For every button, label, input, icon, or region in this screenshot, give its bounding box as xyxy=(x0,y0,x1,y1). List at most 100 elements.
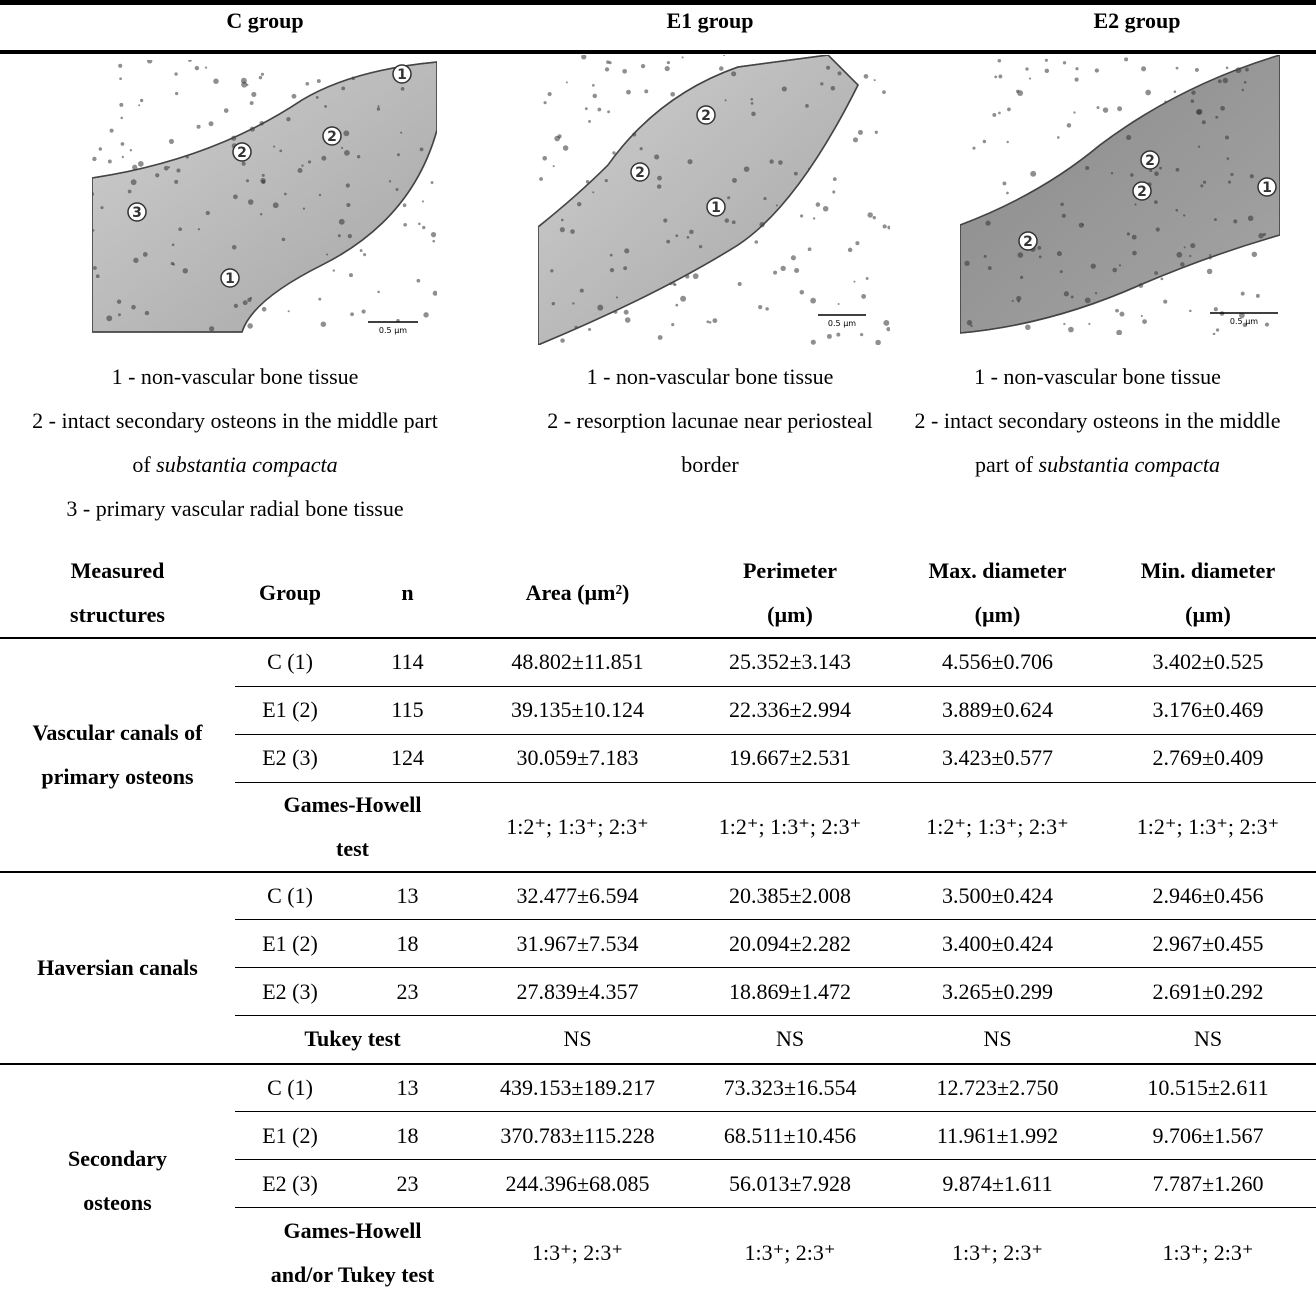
cell xyxy=(1037,246,1041,250)
cell xyxy=(693,273,699,279)
cell xyxy=(1063,323,1065,325)
cell xyxy=(321,156,326,161)
cell xyxy=(205,66,207,68)
value-cell: 20.385±2.008 xyxy=(685,872,895,920)
cell xyxy=(138,161,144,167)
cell xyxy=(1214,307,1218,311)
cell xyxy=(1085,166,1089,170)
cell xyxy=(1057,251,1062,256)
cell xyxy=(131,179,137,185)
cell xyxy=(118,313,121,316)
cell xyxy=(1191,99,1195,103)
cell xyxy=(1007,108,1011,112)
cell xyxy=(346,183,350,187)
test-name: Games-Howell test xyxy=(273,783,433,871)
cell xyxy=(998,59,1002,63)
cell xyxy=(731,71,736,76)
cell xyxy=(233,194,238,199)
cell xyxy=(860,333,863,336)
cell xyxy=(984,255,987,258)
cell xyxy=(1189,310,1192,313)
legend-emphasis: substantia compacta xyxy=(1039,452,1221,477)
cell xyxy=(1016,90,1019,93)
test-result: NS xyxy=(1100,1016,1316,1064)
header-row: Measured structuresGroupnArea (µm²)Perim… xyxy=(0,548,1316,638)
structure-name: Secondary osteons xyxy=(33,1137,203,1225)
cell xyxy=(1117,106,1122,111)
cell xyxy=(552,302,555,305)
cell xyxy=(1126,135,1131,140)
column-heading: E2 group xyxy=(987,8,1287,34)
cell xyxy=(140,99,143,102)
cell xyxy=(1071,295,1074,298)
test-result: 1:2⁺; 1:3⁺; 2:3⁺ xyxy=(895,782,1100,872)
cell xyxy=(131,305,136,310)
cell xyxy=(992,113,996,117)
cell xyxy=(985,221,990,226)
value-cell: 22.336±2.994 xyxy=(685,686,895,734)
cell xyxy=(607,110,610,113)
cell xyxy=(357,155,360,158)
value-cell: 370.783±115.228 xyxy=(470,1112,685,1160)
cell xyxy=(242,162,246,166)
cell xyxy=(117,300,121,304)
data-table: Measured structuresGroupnArea (µm²)Perim… xyxy=(0,548,1316,1298)
marker-label: 1 xyxy=(397,67,407,83)
value-cell: 20.094±2.282 xyxy=(685,920,895,968)
column-header-text: Group xyxy=(235,571,345,615)
cell xyxy=(883,320,889,326)
cell xyxy=(108,160,112,164)
cell xyxy=(994,76,997,79)
n-cell: 18 xyxy=(345,1112,470,1160)
cell xyxy=(362,309,366,313)
cell xyxy=(1018,252,1024,258)
cell xyxy=(418,223,421,226)
cell xyxy=(983,140,986,143)
cell xyxy=(561,219,564,222)
cell xyxy=(988,266,992,270)
cell xyxy=(657,184,662,189)
cell xyxy=(640,147,643,150)
cell xyxy=(781,266,786,271)
cell xyxy=(836,333,840,337)
cell xyxy=(241,78,247,84)
cell xyxy=(588,328,591,331)
cell xyxy=(606,60,609,63)
cell xyxy=(1191,90,1195,94)
cell xyxy=(389,180,391,182)
cell xyxy=(875,340,881,345)
column-header: Min. diameter (µm) xyxy=(1100,548,1316,638)
header-rule xyxy=(0,50,1316,54)
cell xyxy=(675,304,678,307)
marker-label: 1 xyxy=(711,200,721,216)
cell xyxy=(732,220,736,224)
cell xyxy=(1029,78,1031,80)
cell xyxy=(623,266,627,270)
test-result: NS xyxy=(470,1016,685,1064)
cell xyxy=(592,191,594,193)
cell xyxy=(341,147,343,149)
cell xyxy=(543,101,546,104)
test-result: 1:3⁺; 2:3⁺ xyxy=(1100,1208,1316,1298)
column-header-text: Perimeter (µm) xyxy=(730,549,850,637)
cell xyxy=(174,180,178,184)
structure-cell: Haversian canals xyxy=(0,872,235,1064)
column-header: Measured structures xyxy=(0,548,235,638)
cell xyxy=(1252,252,1257,257)
cell xyxy=(262,307,267,312)
cell xyxy=(853,281,855,283)
column-heading: C group xyxy=(115,8,415,34)
cell xyxy=(1016,296,1021,301)
cell xyxy=(317,79,321,83)
group-cell: E1 (2) xyxy=(235,686,345,734)
cell xyxy=(1216,328,1219,331)
cell xyxy=(1244,81,1247,84)
value-cell: 9.706±1.567 xyxy=(1100,1112,1316,1160)
cell xyxy=(610,254,613,257)
value-cell: 25.352±3.143 xyxy=(685,638,895,686)
value-cell: 27.839±4.357 xyxy=(470,968,685,1016)
cell xyxy=(566,81,568,83)
cell xyxy=(209,326,214,331)
